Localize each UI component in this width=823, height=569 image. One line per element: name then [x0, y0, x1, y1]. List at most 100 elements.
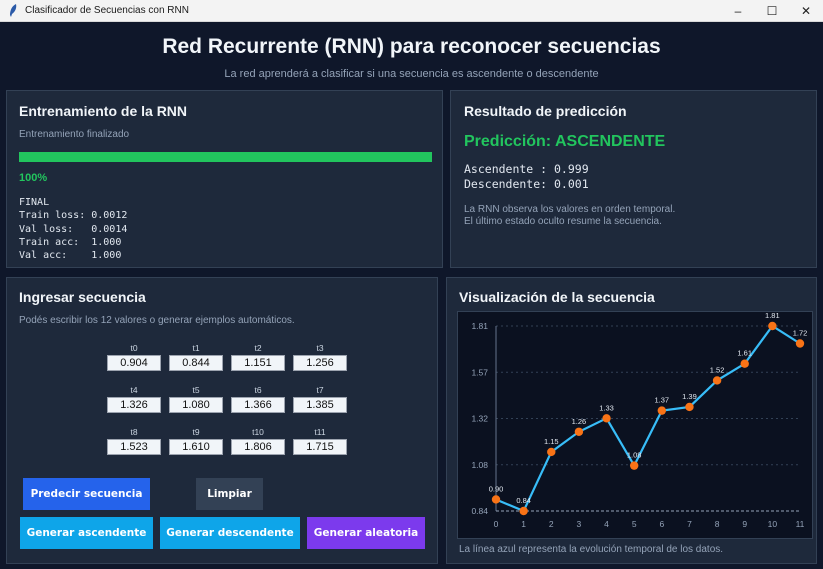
result-card: Resultado de predicción Predicción: ASCE…	[450, 90, 817, 268]
sequence-value-input[interactable]	[293, 439, 347, 455]
data-point-marker	[491, 495, 501, 504]
sequence-value-input[interactable]	[231, 439, 285, 455]
data-point-marker	[629, 461, 639, 470]
y-tick-label: 1.32	[471, 414, 488, 424]
x-tick-label: 1	[521, 519, 526, 529]
data-point-label: 1.39	[682, 392, 697, 401]
predict-button[interactable]: Predecir secuencia	[23, 478, 150, 510]
data-point-label: 1.81	[765, 312, 780, 320]
sequence-field-t1: t1	[169, 341, 223, 379]
generate-random-button[interactable]: Generar aleatoria	[307, 517, 425, 549]
sequence-field-label: t7	[316, 385, 324, 395]
generate-descending-button[interactable]: Generar descendente	[160, 517, 300, 549]
data-point-marker	[685, 402, 694, 412]
x-tick-label: 5	[632, 519, 637, 529]
x-tick-label: 0	[494, 519, 499, 529]
sequence-field-label: t10	[252, 427, 264, 437]
sequence-field-label: t2	[254, 343, 262, 353]
visualization-card: Visualización de la secuencia 0.84 1.08 1.…	[446, 277, 817, 564]
sequence-value-input[interactable]	[231, 397, 285, 413]
window-titlebar: Clasificador de Secuencias con RNN – ☐ ✕	[0, 0, 823, 22]
sequence-chart: 0.84 1.08 1.32 1.57 1.81 0 1 2 3 4 5 6 7 8 9 10 11 0.90 0.…	[457, 311, 813, 539]
training-progress-label: 100%	[19, 172, 48, 184]
data-point-label: 0.84	[516, 496, 531, 505]
app-main: Red Recurrente (RNN) para reconocer secu…	[0, 22, 823, 569]
sequence-line-chart: 0.84 1.08 1.32 1.57 1.81 0 1 2 3 4 5 6 7 8 9 10 11 0.90 0.…	[471, 311, 807, 529]
data-point-marker	[712, 376, 722, 385]
data-point-marker	[768, 321, 777, 331]
sequence-line	[495, 324, 801, 513]
sequence-value-input[interactable]	[169, 355, 223, 371]
sequence-field-t5: t5	[169, 383, 223, 421]
prediction-probabilities: Ascendente : 0.999 Descendente: 0.001	[464, 162, 589, 191]
sequence-field-label: t3	[316, 343, 324, 353]
sequence-value-input[interactable]	[107, 397, 161, 413]
chart-caption: La línea azul representa la evolución te…	[459, 544, 724, 555]
sequence-field-t4: t4	[107, 383, 161, 421]
sequence-value-input[interactable]	[169, 439, 223, 455]
close-button[interactable]: ✕	[789, 0, 823, 22]
minimize-button[interactable]: –	[721, 0, 755, 22]
data-point-label: 1.08	[627, 451, 642, 460]
x-tick-label: 7	[687, 519, 692, 529]
y-tick-label: 1.08	[471, 460, 488, 470]
training-card: Entrenamiento de la RNN Entrenamiento fi…	[6, 90, 443, 268]
clear-button[interactable]: Limpiar	[196, 478, 263, 510]
sequence-field-label: t0	[130, 343, 138, 353]
data-point-label: 1.33	[599, 403, 614, 412]
data-point-marker	[574, 427, 584, 436]
result-note-line1: La RNN observa los valores en orden temp…	[464, 204, 676, 215]
sequence-field-label: t11	[314, 427, 326, 437]
generate-ascending-button[interactable]: Generar ascendente	[20, 517, 153, 549]
sequence-value-input[interactable]	[107, 355, 161, 371]
result-title: Resultado de predicción	[464, 103, 627, 119]
sequence-value-input[interactable]	[107, 439, 161, 455]
data-point-label: 0.90	[489, 484, 504, 493]
training-title: Entrenamiento de la RNN	[19, 103, 188, 119]
training-status: Entrenamiento finalizado	[19, 129, 130, 140]
sequence-value-input[interactable]	[231, 355, 285, 371]
sequence-field-t7: t7	[293, 383, 347, 421]
prediction-label: Predicción: ASCENDENTE	[464, 133, 666, 150]
data-point-marker	[740, 359, 749, 368]
data-point-marker	[519, 506, 528, 516]
x-tick-label: 6	[659, 519, 664, 529]
sequence-value-input[interactable]	[169, 397, 223, 413]
data-point-label: 1.15	[544, 437, 559, 446]
sequence-field-label: t9	[192, 427, 200, 437]
sequence-value-input[interactable]	[293, 397, 347, 413]
data-point-label: 1.26	[572, 417, 587, 426]
x-tick-label: 10	[768, 519, 778, 529]
data-point-marker	[547, 447, 556, 457]
x-tick-label: 11	[796, 519, 805, 529]
window-title: Clasificador de Secuencias con RNN	[25, 5, 189, 16]
sequence-field-t0: t0	[107, 341, 161, 379]
sequence-value-input[interactable]	[293, 355, 347, 371]
minimize-icon: –	[734, 4, 742, 18]
x-tick-label: 2	[549, 519, 554, 529]
input-title: Ingresar secuencia	[19, 289, 146, 305]
data-point-marker	[602, 414, 611, 423]
input-hint: Podés escribir los 12 valores o generar …	[19, 315, 295, 326]
result-note: La RNN observa los valores en orden temp…	[464, 204, 675, 228]
training-progress-fill	[19, 152, 432, 162]
result-note-line2: El último estado oculto resume la secuen…	[464, 216, 662, 227]
x-tick-label: 3	[577, 519, 582, 529]
maximize-button[interactable]: ☐	[755, 0, 789, 22]
sequence-field-t9: t9	[169, 425, 223, 463]
sequence-field-label: t1	[192, 343, 200, 353]
data-point-marker	[795, 339, 805, 348]
sequence-field-label: t4	[130, 385, 138, 395]
data-point-label: 1.37	[655, 396, 670, 405]
sequence-field-t8: t8	[107, 425, 161, 463]
sequence-field-label: t6	[254, 385, 262, 395]
data-point-label: 1.52	[710, 365, 725, 374]
training-progress-bar	[19, 152, 432, 162]
sequence-field-t11: t11	[293, 425, 347, 463]
x-tick-label: 4	[604, 519, 609, 529]
sequence-field-t10: t10	[231, 425, 285, 463]
maximize-icon: ☐	[766, 4, 778, 18]
page-subtitle: La red aprenderá a clasificar si una sec…	[224, 68, 599, 80]
y-tick-label: 1.81	[471, 321, 488, 331]
y-tick-label: 1.57	[471, 367, 488, 377]
